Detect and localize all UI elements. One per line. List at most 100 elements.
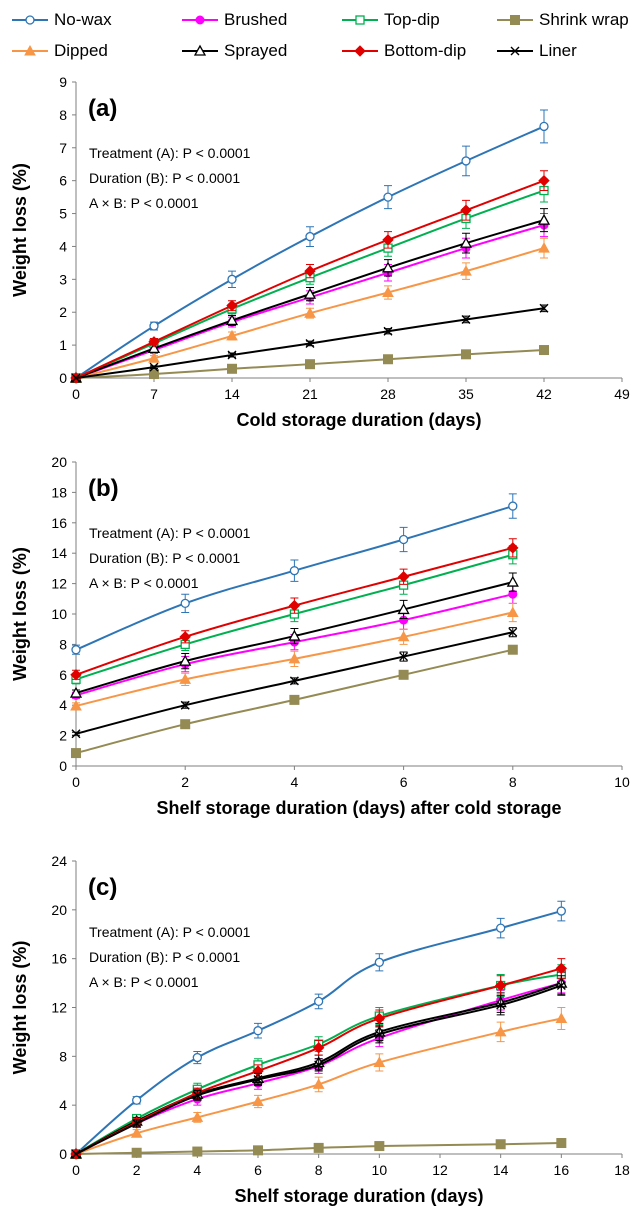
- y-tick-label: 0: [59, 1146, 67, 1162]
- x-tick-label: 16: [554, 1162, 570, 1178]
- data-point: [460, 265, 472, 276]
- x-tick-label: 10: [372, 1162, 388, 1178]
- data-point: [398, 534, 409, 545]
- data-point: [191, 1111, 204, 1122]
- legend-marker: [24, 44, 36, 56]
- y-tick-label: 4: [59, 238, 67, 254]
- x-tick-label: 6: [400, 774, 408, 790]
- data-point: [226, 299, 238, 312]
- series-line: [75, 1017, 562, 1155]
- y-tick-label: 14: [51, 545, 67, 561]
- x-tick-label: 14: [224, 386, 240, 402]
- data-point: [397, 630, 410, 642]
- data-point: [373, 1012, 386, 1025]
- y-tick-label: 2: [59, 304, 67, 320]
- data-point: [180, 700, 190, 710]
- y-tick-label: 20: [51, 902, 67, 918]
- x-tick-label: 2: [181, 774, 189, 790]
- data-point: [71, 373, 81, 383]
- y-tick-label: 1: [59, 337, 67, 353]
- legend: No-wax Brushed Top-dip Shrink wrap Dipped Spr…: [0, 0, 631, 72]
- legend-label: No-wax: [54, 10, 112, 29]
- data-point: [132, 1095, 142, 1105]
- data-point: [556, 1138, 567, 1149]
- legend-marker: [510, 15, 520, 25]
- data-point: [179, 654, 192, 666]
- series-liner: [71, 627, 518, 739]
- data-point: [312, 1078, 325, 1089]
- legend-marker: [25, 15, 35, 25]
- data-point: [459, 236, 473, 248]
- x-tick-label: 4: [291, 774, 299, 790]
- data-point: [71, 748, 81, 759]
- data-point: [374, 957, 384, 967]
- data-point: [305, 359, 315, 370]
- y-tick-label: 4: [59, 697, 67, 713]
- data-point: [461, 314, 471, 324]
- chart-panel-a: 0 1 2 3 4 5 6 7 8 9 0 7 14 21 28 35 42 49 Cold storage dur…: [10, 74, 630, 430]
- y-axis-label: Weight loss (%): [10, 941, 30, 1075]
- data-point: [303, 287, 317, 299]
- x-tick-label: 21: [302, 386, 318, 402]
- y-tick-label: 16: [51, 951, 67, 967]
- data-point: [494, 979, 507, 992]
- data-point: [374, 1141, 385, 1152]
- data-point: [226, 329, 238, 341]
- y-tick-label: 7: [59, 140, 67, 156]
- x-tick-label: 0: [72, 774, 80, 790]
- legend-swatch: [182, 15, 218, 25]
- data-point: [383, 354, 393, 365]
- y-tick-label: 16: [51, 515, 67, 531]
- x-tick-label: 42: [536, 386, 552, 402]
- data-point: [373, 1056, 386, 1067]
- data-point: [225, 314, 239, 326]
- data-point: [192, 1146, 203, 1157]
- y-tick-label: 8: [59, 636, 67, 652]
- data-point: [508, 501, 518, 511]
- data-point: [71, 1149, 81, 1159]
- data-point: [398, 669, 409, 680]
- stats-annotation: Duration (B): P < 0.0001: [89, 550, 240, 566]
- data-point: [314, 1060, 324, 1070]
- data-point: [539, 345, 549, 356]
- data-point: [538, 174, 550, 187]
- y-axis-label: Weight loss (%): [10, 547, 30, 681]
- data-point: [70, 699, 82, 711]
- data-point: [288, 599, 301, 612]
- y-tick-label: 2: [59, 728, 67, 744]
- data-point: [304, 307, 316, 318]
- x-tick-label: 18: [614, 1162, 630, 1178]
- data-point: [382, 234, 394, 246]
- data-point: [253, 1026, 263, 1036]
- data-point: [305, 231, 315, 242]
- y-tick-label: 12: [51, 1000, 67, 1016]
- y-tick-label: 12: [51, 576, 67, 592]
- data-point: [494, 1025, 507, 1037]
- data-point: [130, 1127, 143, 1138]
- data-point: [555, 1012, 568, 1023]
- stats-annotation: A × B: P < 0.0001: [89, 974, 199, 990]
- data-point: [314, 996, 324, 1007]
- data-point: [288, 629, 301, 641]
- data-point: [192, 1052, 202, 1063]
- data-point: [131, 1147, 142, 1158]
- series-no-wax: [71, 493, 518, 655]
- legend-marker: [355, 15, 365, 25]
- legend-label: Brushed: [224, 10, 288, 29]
- stats-annotation: A × B: P < 0.0001: [89, 195, 199, 211]
- data-point: [192, 1090, 202, 1100]
- data-point: [313, 1142, 324, 1153]
- x-tick-label: 35: [458, 386, 474, 402]
- x-tick-label: 12: [432, 1162, 448, 1178]
- data-point: [495, 1139, 506, 1150]
- y-tick-label: 10: [51, 606, 67, 622]
- series-line: [75, 1142, 562, 1155]
- data-point: [381, 261, 395, 273]
- y-tick-label: 5: [59, 206, 67, 222]
- data-point: [507, 542, 519, 554]
- legend-swatch: [342, 15, 378, 25]
- data-point: [289, 566, 300, 576]
- legend-swatch: [12, 44, 48, 56]
- data-point: [374, 1029, 384, 1039]
